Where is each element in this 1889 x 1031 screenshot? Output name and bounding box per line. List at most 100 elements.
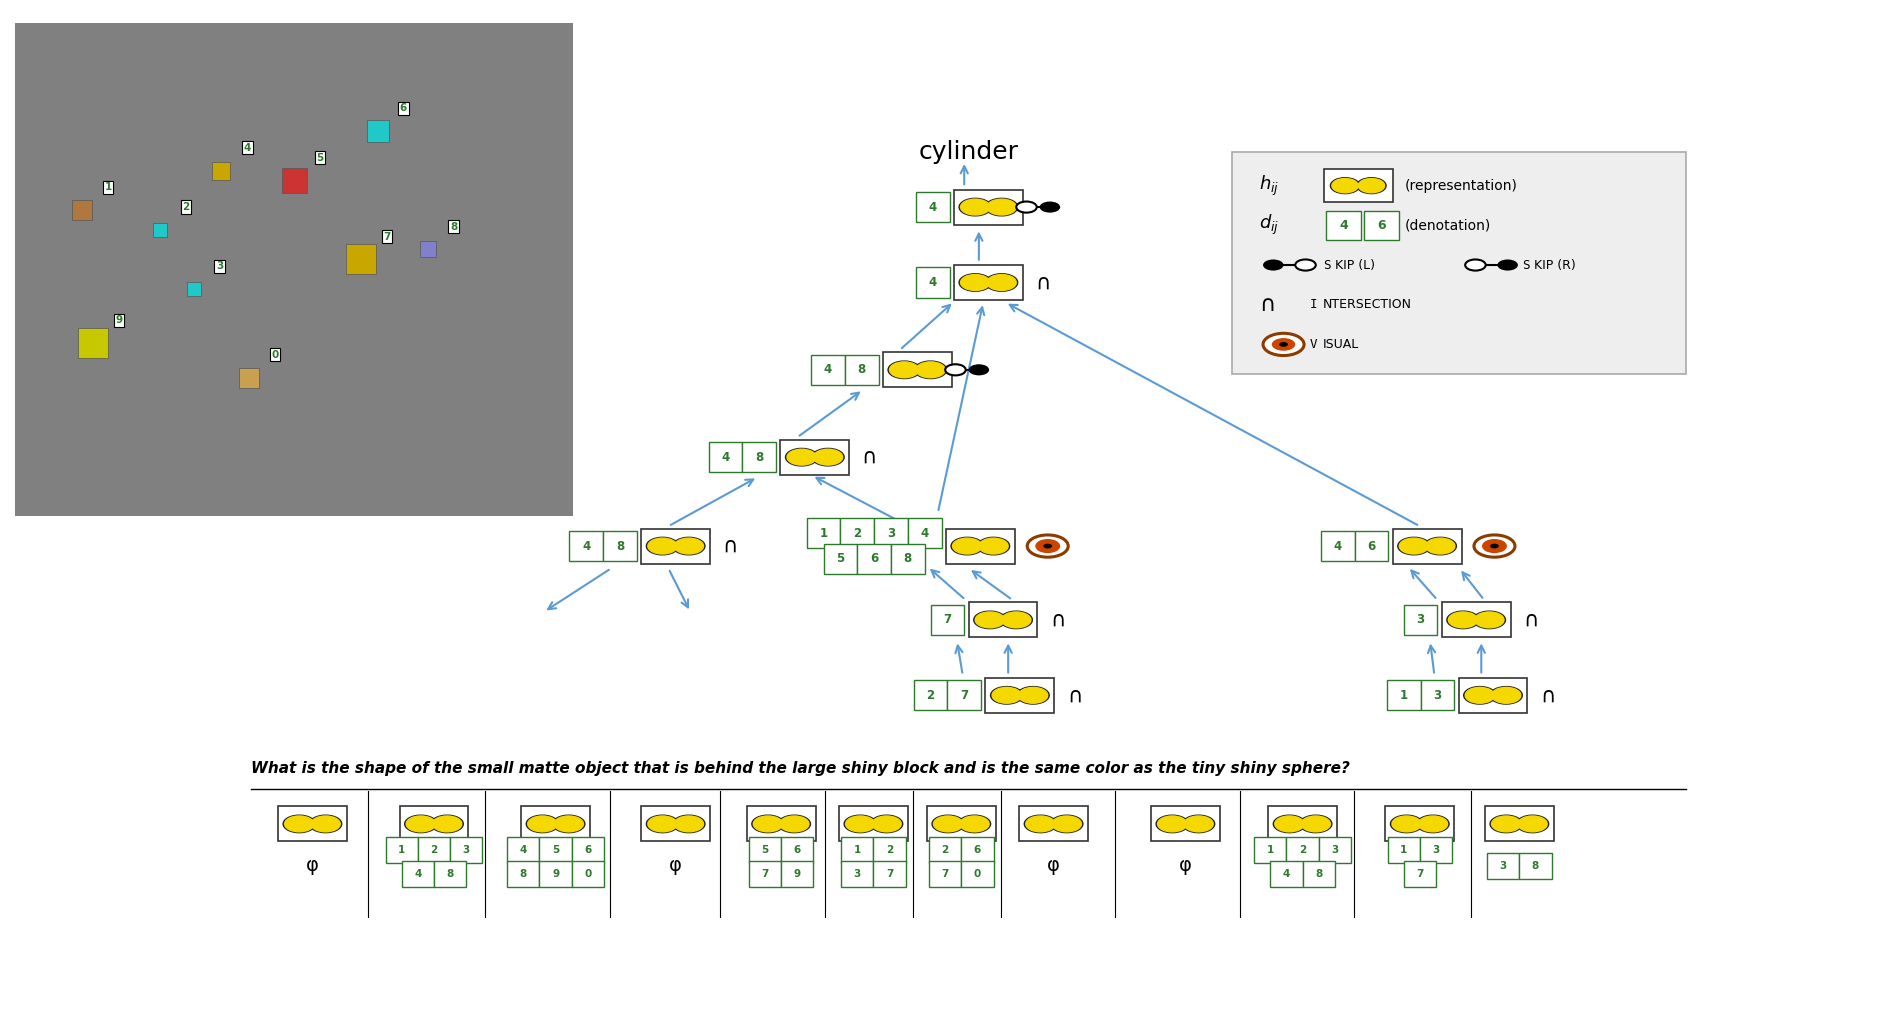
FancyBboxPatch shape (1487, 854, 1519, 878)
Text: 6: 6 (973, 845, 980, 855)
Circle shape (1273, 816, 1303, 832)
Circle shape (967, 364, 988, 375)
Text: 8: 8 (903, 553, 912, 565)
FancyBboxPatch shape (841, 861, 873, 887)
FancyBboxPatch shape (946, 680, 980, 710)
FancyBboxPatch shape (1354, 531, 1388, 561)
Text: 6: 6 (584, 845, 591, 855)
Circle shape (952, 538, 980, 554)
Text: 1: 1 (1400, 845, 1407, 855)
Circle shape (1262, 333, 1303, 356)
Text: 2: 2 (431, 845, 438, 855)
FancyBboxPatch shape (385, 837, 417, 863)
Circle shape (958, 274, 992, 291)
Text: 0: 0 (973, 869, 980, 878)
Circle shape (984, 274, 1016, 291)
Text: 7: 7 (1415, 869, 1422, 878)
Text: ∩: ∩ (1540, 686, 1555, 705)
Text: ISUAL: ISUAL (1322, 338, 1358, 351)
Text: 1: 1 (399, 845, 404, 855)
Text: ∩: ∩ (1035, 272, 1050, 293)
FancyBboxPatch shape (603, 531, 637, 561)
Text: 9: 9 (793, 869, 801, 878)
Circle shape (1424, 537, 1456, 555)
Text: 8: 8 (519, 869, 527, 878)
Text: (representation): (representation) (1404, 178, 1517, 193)
FancyBboxPatch shape (873, 837, 905, 863)
FancyBboxPatch shape (402, 861, 434, 887)
Text: 2: 2 (181, 202, 189, 212)
Text: 8: 8 (1532, 861, 1538, 871)
Circle shape (1462, 687, 1494, 704)
FancyBboxPatch shape (640, 806, 710, 841)
FancyBboxPatch shape (912, 680, 946, 710)
FancyBboxPatch shape (746, 806, 816, 841)
Circle shape (1028, 535, 1067, 557)
FancyBboxPatch shape (1018, 806, 1088, 841)
Text: 3: 3 (886, 527, 895, 540)
Circle shape (1043, 543, 1052, 548)
Circle shape (1039, 201, 1060, 212)
FancyBboxPatch shape (1387, 680, 1421, 710)
FancyBboxPatch shape (278, 806, 348, 841)
Text: 0: 0 (272, 350, 280, 360)
Circle shape (916, 362, 944, 377)
Text: S: S (1322, 259, 1330, 271)
Text: 1: 1 (1266, 845, 1273, 855)
Text: 8: 8 (446, 869, 453, 878)
Text: 6: 6 (1377, 219, 1385, 232)
Circle shape (1332, 178, 1358, 193)
Circle shape (1052, 816, 1081, 832)
Text: 4: 4 (414, 869, 421, 878)
Circle shape (786, 448, 818, 466)
Circle shape (431, 816, 463, 833)
FancyBboxPatch shape (1404, 605, 1436, 635)
Text: $h_{ij}$: $h_{ij}$ (1258, 173, 1279, 198)
Circle shape (1515, 816, 1547, 833)
Circle shape (944, 364, 965, 375)
FancyBboxPatch shape (570, 837, 604, 863)
FancyBboxPatch shape (1404, 861, 1436, 887)
Circle shape (553, 816, 584, 832)
FancyBboxPatch shape (1232, 152, 1685, 374)
Text: 3: 3 (1415, 613, 1424, 627)
Circle shape (1016, 201, 1037, 212)
FancyBboxPatch shape (841, 837, 873, 863)
Circle shape (1183, 816, 1213, 832)
Circle shape (1390, 816, 1421, 832)
Circle shape (1398, 538, 1428, 554)
Circle shape (1050, 816, 1082, 833)
Circle shape (1398, 537, 1430, 555)
Text: 2: 2 (941, 845, 948, 855)
Circle shape (1464, 260, 1485, 270)
Circle shape (1294, 260, 1315, 270)
FancyBboxPatch shape (916, 267, 948, 298)
FancyBboxPatch shape (1385, 806, 1453, 841)
FancyBboxPatch shape (962, 837, 994, 863)
FancyBboxPatch shape (858, 543, 890, 574)
Circle shape (1001, 612, 1030, 628)
FancyBboxPatch shape (1286, 837, 1319, 863)
Text: 2: 2 (886, 845, 893, 855)
FancyBboxPatch shape (1364, 211, 1398, 239)
Text: 3: 3 (215, 261, 223, 271)
Text: 2: 2 (852, 527, 861, 540)
Circle shape (1517, 816, 1547, 832)
Text: 3: 3 (1498, 861, 1506, 871)
Text: 6: 6 (869, 553, 878, 565)
Circle shape (1024, 816, 1056, 833)
FancyBboxPatch shape (569, 531, 603, 561)
Text: 0: 0 (584, 869, 591, 878)
FancyBboxPatch shape (875, 519, 907, 548)
Text: 8: 8 (858, 363, 865, 376)
FancyBboxPatch shape (742, 442, 776, 472)
FancyBboxPatch shape (807, 519, 841, 548)
FancyBboxPatch shape (1322, 169, 1392, 202)
Circle shape (1496, 260, 1517, 270)
FancyBboxPatch shape (450, 837, 482, 863)
Text: 7: 7 (761, 869, 769, 878)
Circle shape (1026, 816, 1054, 832)
Text: 5: 5 (315, 153, 323, 163)
Circle shape (1183, 816, 1215, 833)
Text: 1: 1 (1400, 689, 1407, 702)
